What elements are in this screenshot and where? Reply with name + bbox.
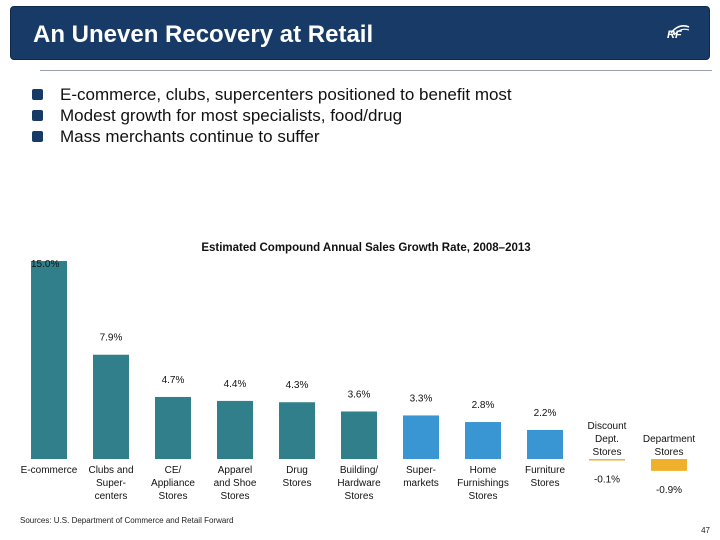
category-label: E-commerce: [21, 465, 78, 476]
category-label: Clubs and Super-centers: [88, 465, 133, 502]
category-label: Department Stores: [643, 434, 695, 458]
category-label: Apparel and Shoe Stores: [214, 465, 257, 502]
chart-title: Estimated Compound Annual Sales Growth R…: [201, 242, 530, 254]
bar: [589, 459, 625, 461]
data-label: 7.9%: [100, 333, 123, 344]
bar: [341, 411, 377, 459]
logo-arcs-icon: [670, 25, 690, 36]
data-label: 4.4%: [224, 379, 247, 390]
category-label: Building/Hardware Stores: [337, 465, 381, 502]
title-bar: An Uneven Recovery at Retail RF: [10, 6, 710, 60]
data-label: 2.2%: [534, 408, 557, 419]
bullet-square-icon: [32, 131, 43, 142]
bullet-item: Mass merchants continue to suffer: [32, 126, 512, 147]
category-label: Home Furnishings Stores: [457, 465, 509, 502]
header-divider: [40, 70, 712, 71]
bar: [31, 261, 67, 459]
data-label: 15.0%: [31, 259, 59, 270]
bullet-item: Modest growth for most specialists, food…: [32, 105, 512, 126]
bar: [93, 354, 129, 459]
category-label: CE/Appliance Stores: [151, 465, 195, 502]
bullet-list: E-commerce, clubs, supercenters position…: [32, 84, 512, 147]
bar: [217, 400, 253, 459]
bar: [465, 422, 501, 459]
company-logo: RF: [665, 23, 691, 45]
bullet-item: E-commerce, clubs, supercenters position…: [32, 84, 512, 105]
bullet-text: Modest growth for most specialists, food…: [60, 106, 403, 125]
data-label: 4.7%: [162, 375, 185, 386]
bullet-square-icon: [32, 110, 43, 121]
bar: [651, 459, 687, 471]
category-label: Furniture Stores: [525, 465, 565, 489]
category-label: Discount Dept. Stores: [588, 421, 627, 458]
category-label: Super-markets: [403, 465, 439, 489]
bar: [155, 396, 191, 459]
bar: [279, 402, 315, 459]
bullet-square-icon: [32, 89, 43, 100]
data-label: -0.9%: [656, 485, 682, 496]
bar: [527, 429, 563, 459]
bar: [403, 415, 439, 459]
bullet-text: E-commerce, clubs, supercenters position…: [60, 85, 512, 104]
source-note: Sources: U.S. Department of Commerce and…: [20, 516, 234, 525]
page-number: 47: [701, 526, 710, 535]
data-label: -0.1%: [594, 474, 620, 485]
data-label: 4.3%: [286, 380, 309, 391]
data-label: 2.8%: [472, 400, 495, 411]
bullet-text: Mass merchants continue to suffer: [60, 127, 320, 146]
logo-text: RF: [667, 29, 682, 41]
data-label: 3.6%: [348, 389, 371, 400]
category-label: Drug Stores: [283, 465, 312, 489]
data-label: 3.3%: [410, 393, 433, 404]
slide-title: An Uneven Recovery at Retail: [33, 21, 374, 48]
